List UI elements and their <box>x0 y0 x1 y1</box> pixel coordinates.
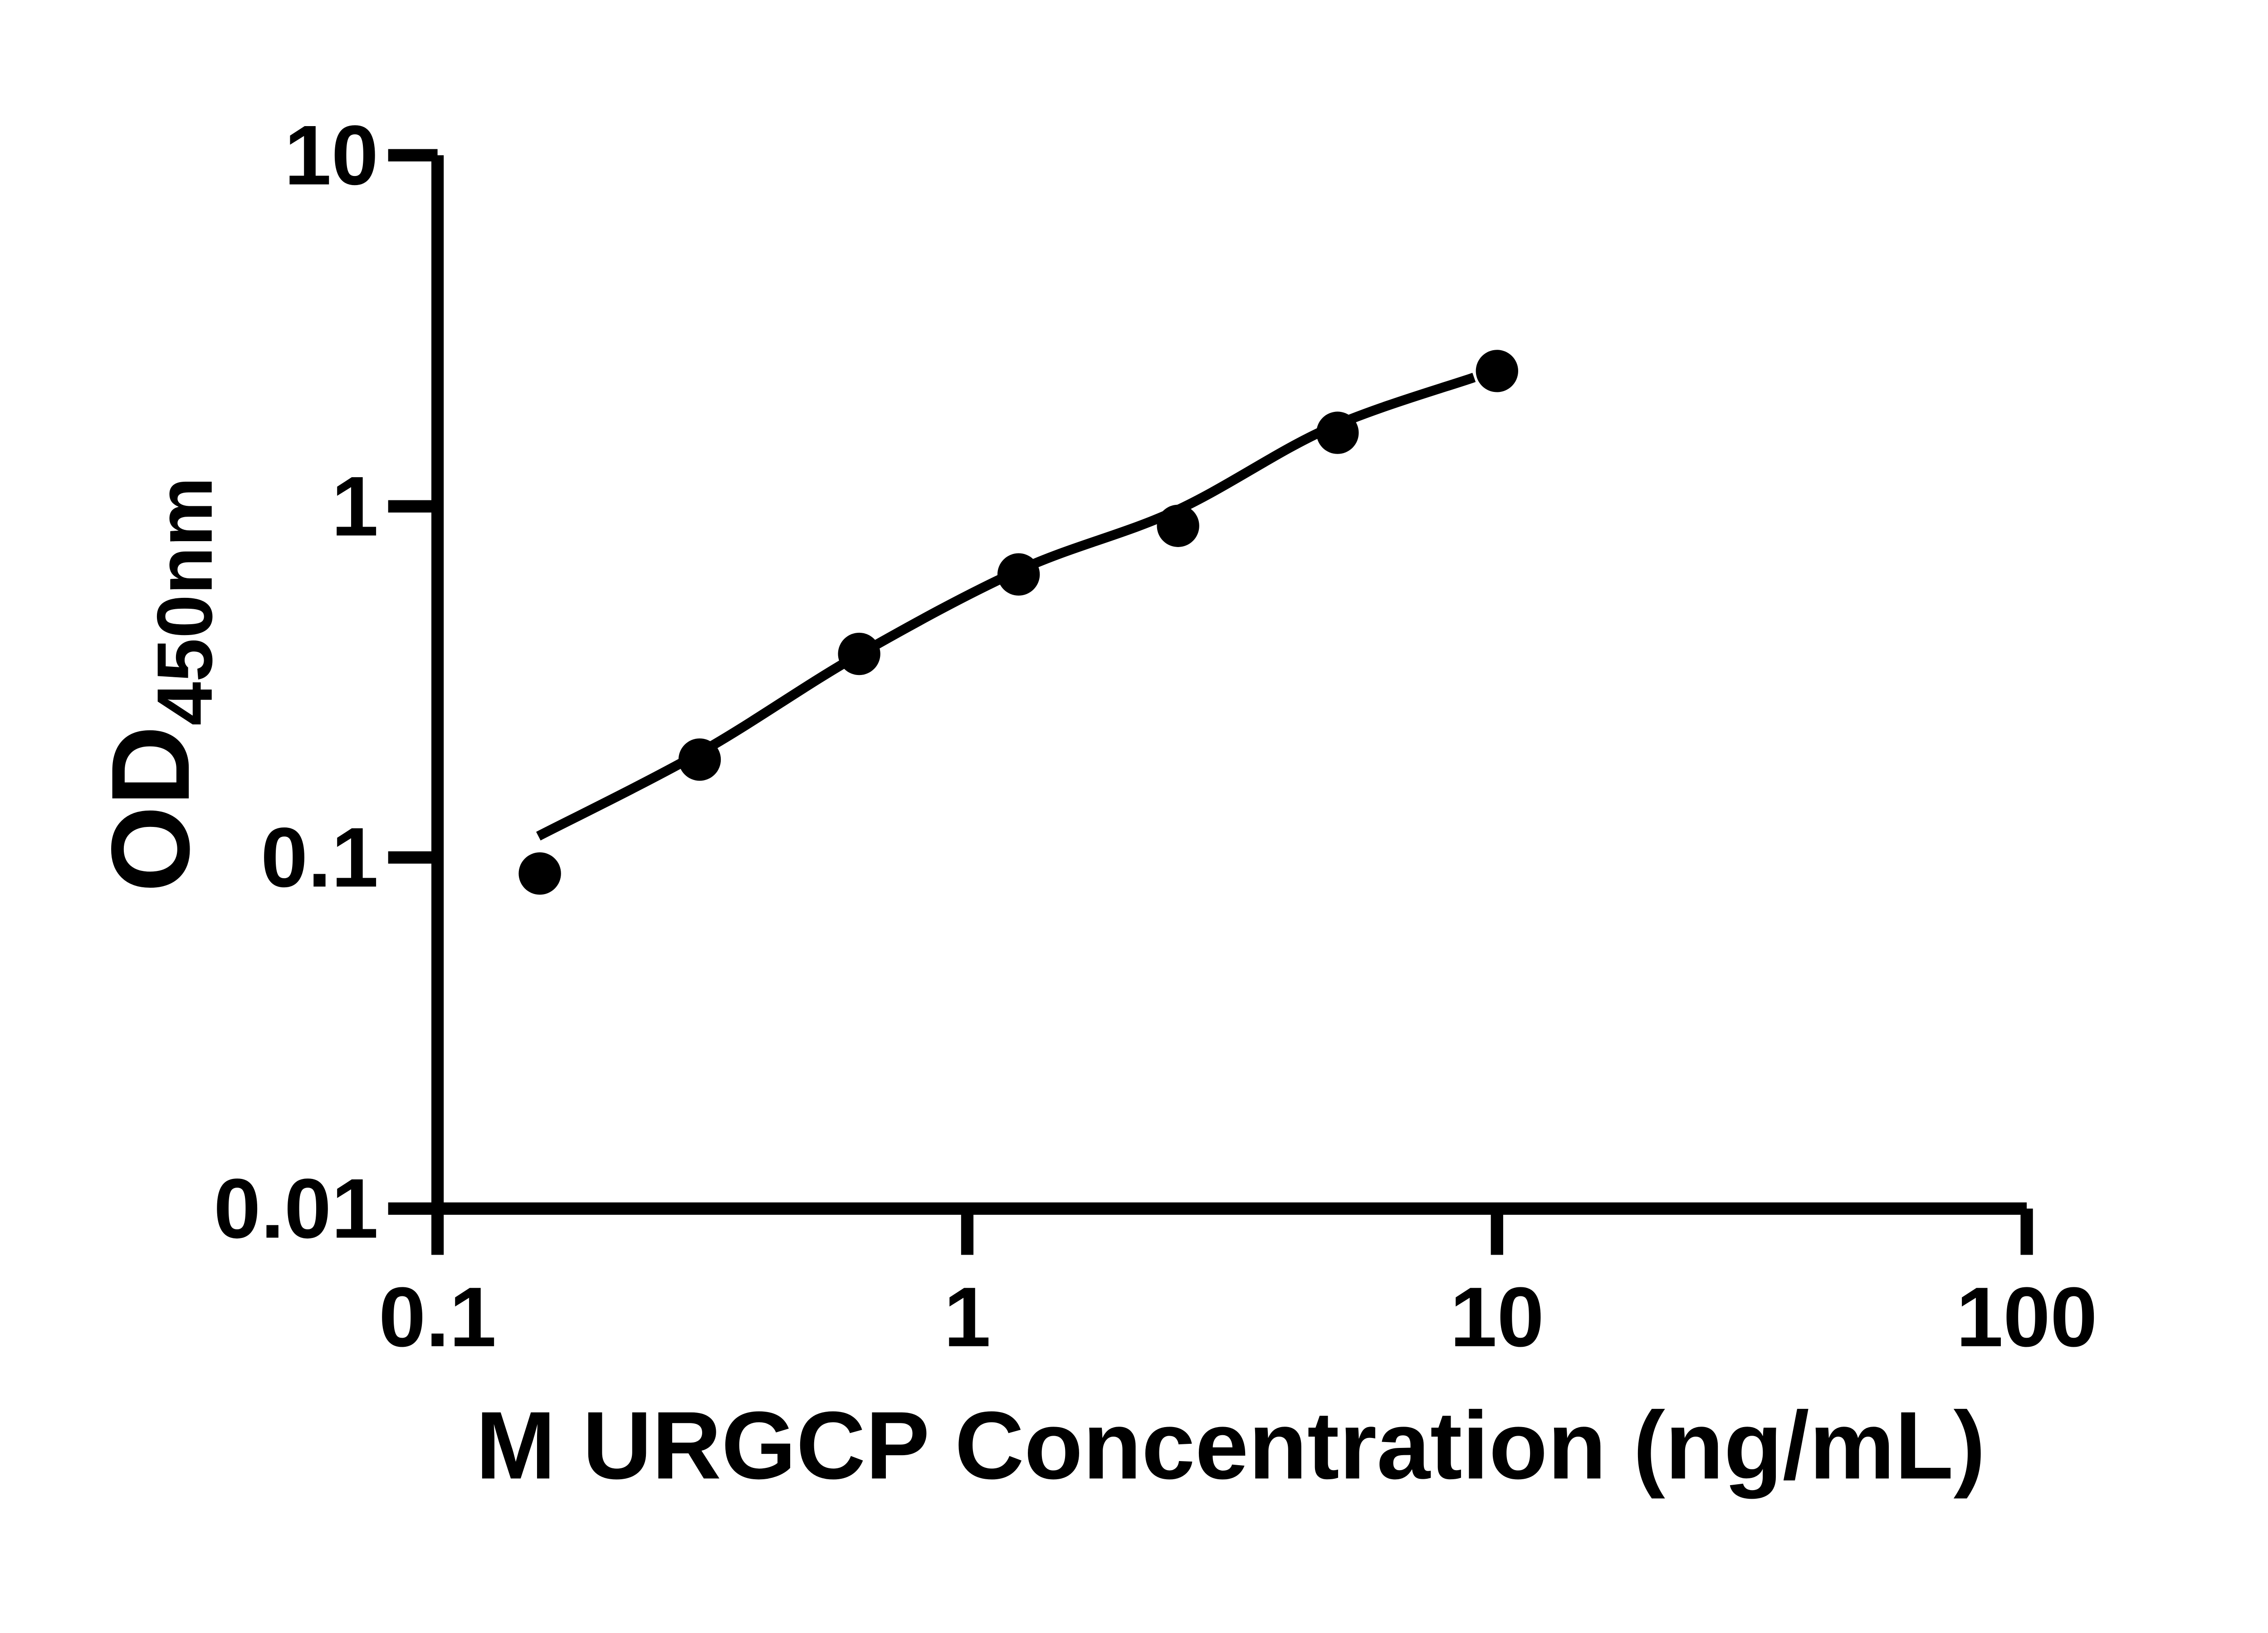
x-ticks <box>431 1208 2033 1255</box>
data-point <box>518 852 561 895</box>
y-axis-title-main: OD <box>88 726 212 893</box>
y-tick-label: 10 <box>284 108 379 202</box>
y-tick-label: 0.01 <box>214 1161 378 1256</box>
y-axis-title-sub: 450nm <box>141 477 229 725</box>
x-axis-title: M URGCP Concentration (ng/mL) <box>476 1391 1986 1499</box>
figure: 0.01 0.1 1 10 0.1 1 10 100 OD450nm M URGCP Con… <box>88 108 2097 1499</box>
data-points-group <box>518 350 1518 895</box>
data-point <box>997 553 1040 596</box>
x-tick-label: 100 <box>1956 1270 2097 1364</box>
y-axis-title: OD450nm <box>88 477 229 892</box>
y-tick-label: 0.1 <box>261 810 379 905</box>
data-point <box>678 738 721 781</box>
y-ticks <box>388 149 438 1215</box>
data-point <box>1316 411 1359 454</box>
y-tick-label: 1 <box>331 459 378 553</box>
x-tick-label: 0.1 <box>379 1270 497 1364</box>
axis-lines <box>431 155 2027 1215</box>
x-tick-label: 1 <box>944 1270 991 1364</box>
data-point <box>838 632 880 675</box>
data-point <box>1157 504 1199 547</box>
x-tick-label: 10 <box>1450 1270 1544 1364</box>
y-tick-labels: 0.01 0.1 1 10 <box>214 108 378 1256</box>
x-tick-labels: 0.1 1 10 100 <box>379 1270 2097 1364</box>
data-point <box>1476 350 1518 392</box>
